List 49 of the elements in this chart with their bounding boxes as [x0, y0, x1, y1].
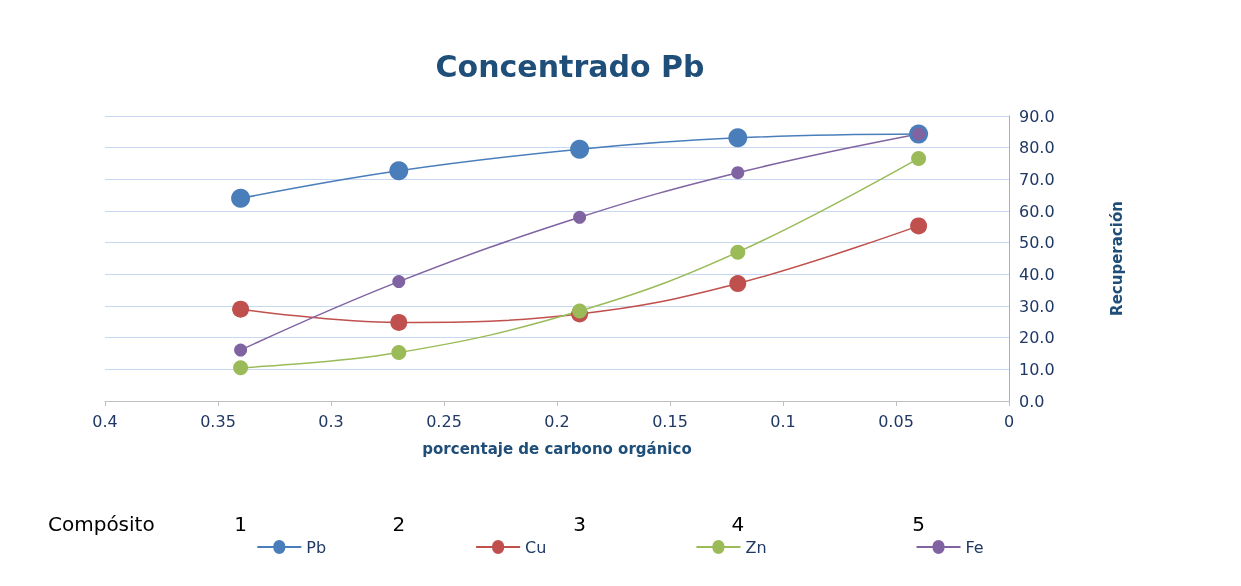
point: [573, 210, 587, 224]
y-tick-label: 20.0: [1019, 328, 1055, 348]
x-tick-label: 0.4: [92, 411, 118, 431]
point: [232, 300, 250, 318]
x-axis-title: porcentaje de carbono orgánico: [422, 439, 692, 458]
legend-label: Zn: [745, 537, 767, 557]
point: [572, 303, 588, 319]
point: [390, 313, 408, 331]
text: 5: [912, 512, 925, 536]
y-tick-label: 40.0: [1019, 264, 1055, 284]
x-tick-label: 0.1: [770, 411, 796, 431]
point: [730, 244, 746, 260]
y-tick-label: 60.0: [1019, 201, 1055, 221]
legend-label: Pb: [306, 537, 327, 557]
y-axis-title: Recuperación: [1107, 201, 1126, 316]
text: 3: [573, 512, 586, 536]
x-tick-label: 0.25: [426, 411, 462, 431]
chart-title: Concentrado Pb: [435, 48, 705, 84]
y-tick-label: 90.0: [1019, 106, 1055, 126]
point: [731, 166, 745, 180]
y-tick-label: 30.0: [1019, 296, 1055, 316]
point: [392, 275, 406, 289]
x-tick-label: 0.2: [544, 411, 570, 431]
text: 1: [234, 512, 247, 536]
x-tick-label: 0.35: [200, 411, 236, 431]
y-tick-label: 80.0: [1019, 138, 1055, 158]
y-tick-label: 0.0: [1019, 391, 1045, 411]
point: [389, 161, 409, 181]
y-tick-label: 10.0: [1019, 359, 1055, 379]
y-tick-label: 70.0: [1019, 169, 1055, 189]
point: [911, 150, 927, 166]
x-tick-label: 0.3: [318, 411, 344, 431]
text: 4: [731, 512, 745, 536]
point: [231, 188, 251, 208]
x-tick-label: 0: [1003, 411, 1015, 431]
legend-label: Fe: [965, 537, 984, 557]
x-tick-label: 0.15: [652, 411, 688, 431]
point: [391, 345, 407, 361]
point: [728, 128, 748, 148]
point: [729, 275, 747, 293]
text: 2: [392, 512, 406, 536]
point: [233, 360, 249, 376]
point: [570, 139, 590, 159]
x-tick-label: 0.05: [878, 411, 914, 431]
y-tick-label: 50.0: [1019, 233, 1055, 253]
point: [910, 217, 928, 235]
text: Compósito: [48, 512, 155, 536]
point: [234, 343, 248, 357]
legend-label: Cu: [525, 537, 547, 557]
